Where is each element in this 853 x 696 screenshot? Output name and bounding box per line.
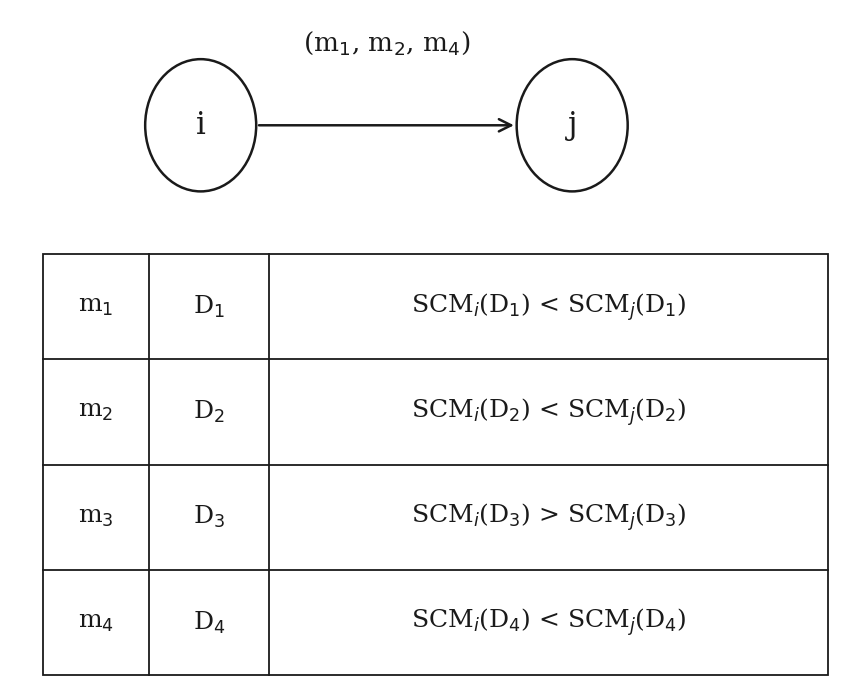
Text: m$_2$: m$_2$ (78, 400, 113, 423)
Text: m$_3$: m$_3$ (78, 506, 113, 529)
Text: SCM$_i$(D$_2$) < SCM$_j$(D$_2$): SCM$_i$(D$_2$) < SCM$_j$(D$_2$) (410, 396, 686, 428)
Text: D$_3$: D$_3$ (193, 504, 225, 530)
Text: SCM$_i$(D$_4$) < SCM$_j$(D$_4$): SCM$_i$(D$_4$) < SCM$_j$(D$_4$) (410, 607, 686, 638)
Text: SCM$_i$(D$_1$) < SCM$_j$(D$_1$): SCM$_i$(D$_1$) < SCM$_j$(D$_1$) (410, 291, 686, 322)
Text: D$_1$: D$_1$ (193, 294, 225, 319)
Text: D$_4$: D$_4$ (193, 610, 225, 635)
Text: j: j (566, 110, 577, 141)
Text: SCM$_i$(D$_3$) > SCM$_j$(D$_3$): SCM$_i$(D$_3$) > SCM$_j$(D$_3$) (410, 501, 686, 533)
Ellipse shape (516, 59, 627, 191)
Text: D$_2$: D$_2$ (193, 399, 225, 425)
Text: (m$_1$, m$_2$, m$_4$): (m$_1$, m$_2$, m$_4$) (303, 29, 469, 57)
Text: m$_1$: m$_1$ (78, 295, 113, 318)
Text: m$_4$: m$_4$ (78, 611, 114, 634)
Text: i: i (195, 110, 206, 141)
Ellipse shape (145, 59, 256, 191)
